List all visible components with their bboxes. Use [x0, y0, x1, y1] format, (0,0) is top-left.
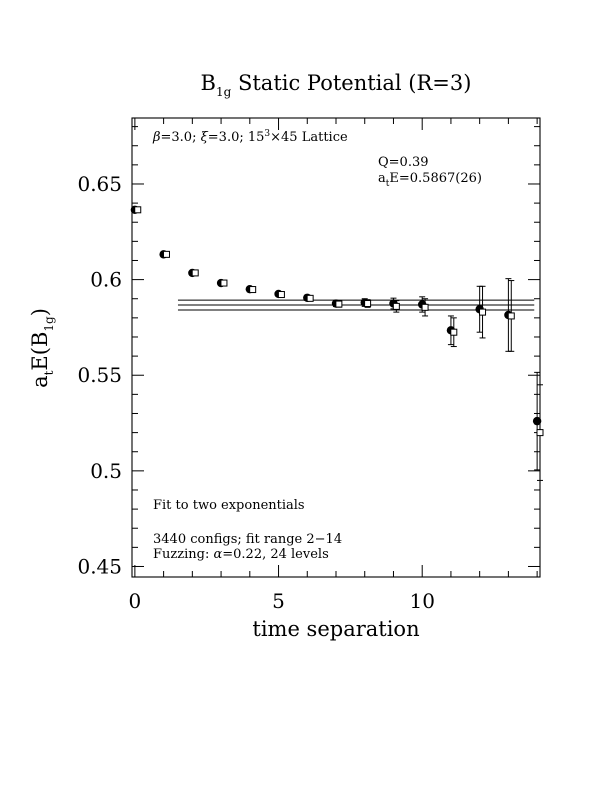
annotation-configs: 3440 configs; fit range 2−14 — [153, 532, 342, 547]
annotation-energy-sub: t — [386, 179, 390, 189]
data-point-square — [421, 303, 429, 311]
x-tick-label: 5 — [272, 589, 285, 613]
data-point-square — [479, 308, 487, 316]
x-tick-label: 0 — [129, 589, 142, 613]
y-axis-label-sub2: 1g — [42, 316, 56, 332]
data-point-square — [364, 300, 372, 308]
annotation-lattice-beta: β — [152, 130, 161, 145]
chart-title: B1g Static Potential (R=3) — [201, 71, 472, 99]
annotation-lattice-text1: =3.0; — [161, 130, 201, 145]
y-tick-label: 0.45 — [77, 554, 122, 578]
y-tick-label: 0.65 — [77, 172, 122, 196]
data-point-square — [162, 250, 170, 258]
data-point-square — [507, 312, 515, 320]
annotation-fuzzing-alpha: α — [213, 547, 222, 562]
chart-title-prefix: B — [201, 71, 216, 95]
annotation-fuzzing: Fuzzing: α=0.22, 24 levels — [153, 547, 329, 562]
x-axis-label: time separation — [252, 617, 419, 641]
annotation-lattice: β=3.0; ξ=3.0; 153×45 Lattice — [152, 129, 348, 145]
annotation-q: Q=0.39 — [378, 155, 429, 170]
y-tick-label: 0.5 — [90, 459, 122, 483]
data-point-square — [392, 302, 400, 310]
data-point-square — [335, 300, 343, 308]
x-tick-label: 10 — [409, 589, 434, 613]
annotation-energy-base: a — [378, 171, 386, 186]
y-axis-label-end: ) — [28, 308, 52, 316]
annotation-fuzzing-suffix: =0.22, 24 levels — [222, 547, 329, 562]
annotation-energy: atE=0.5867(26) — [378, 171, 482, 189]
data-point-square — [191, 269, 199, 277]
data-point-square — [277, 291, 285, 299]
annotation-lattice-sup: 3 — [264, 129, 270, 139]
annotation-lattice-text2: =3.0; 15 — [208, 130, 265, 145]
annotation-lattice-xi: ξ — [201, 130, 209, 145]
annotation-fit-note: Fit to two exponentials — [153, 498, 305, 513]
y-axis-label: atE(B1g) — [28, 308, 56, 388]
data-point-square — [306, 294, 314, 302]
data-point-square — [134, 206, 142, 214]
annotation-energy-rest: E=0.5867(26) — [389, 171, 482, 186]
annotation-fuzzing-prefix: Fuzzing: — [153, 547, 213, 562]
data-point-circle — [532, 416, 542, 426]
y-axis-label-sub1: t — [42, 370, 56, 375]
y-tick-label: 0.55 — [77, 363, 122, 387]
chart-title-subscript: 1g — [216, 85, 232, 99]
data-point-square — [536, 429, 544, 437]
data-point-square — [220, 279, 228, 287]
data-point-square — [450, 328, 458, 336]
chart-title-suffix: Static Potential (R=3) — [231, 71, 471, 95]
annotation-lattice-text3: ×45 Lattice — [270, 130, 348, 145]
y-tick-label: 0.6 — [90, 268, 122, 292]
data-point-square — [249, 286, 257, 294]
y-axis-label-base: a — [28, 375, 52, 388]
y-axis-label-mid: E(B — [28, 332, 52, 371]
